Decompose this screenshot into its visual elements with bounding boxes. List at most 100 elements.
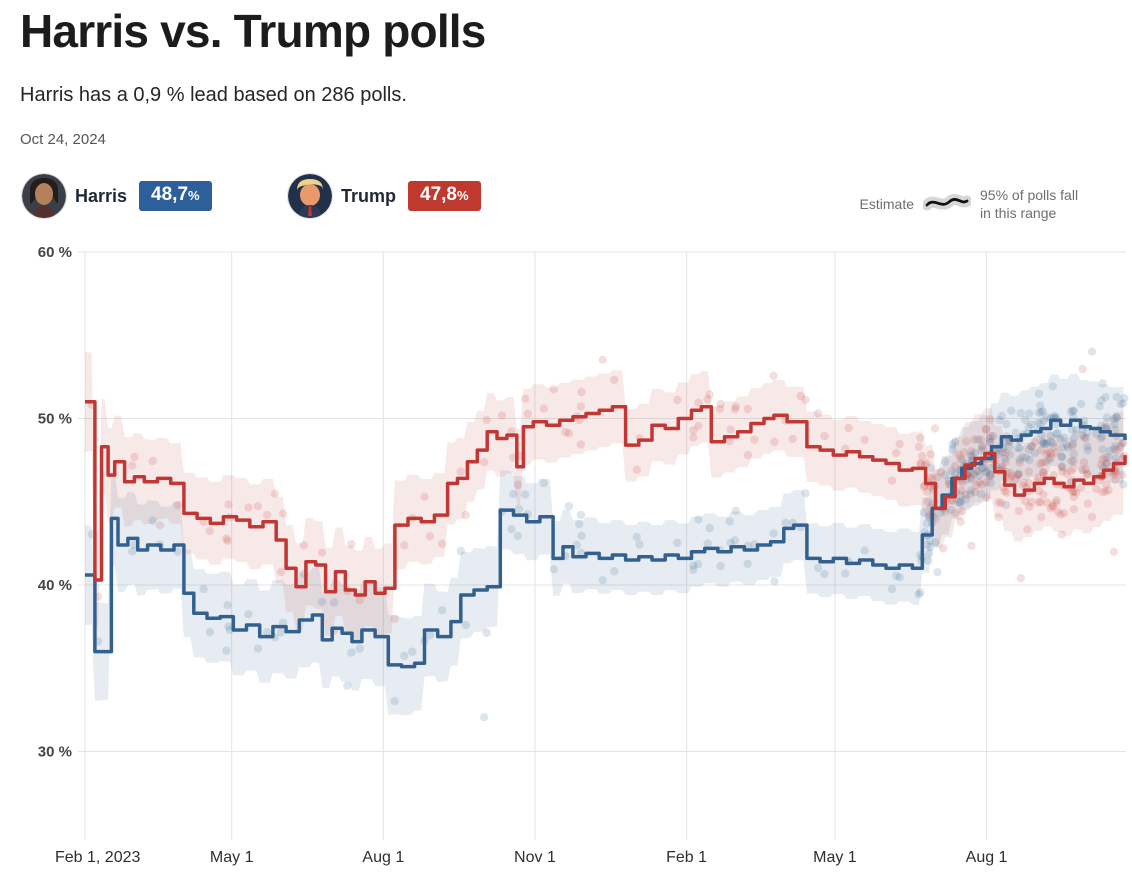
- trend-lines[interactable]: [85, 400, 1127, 669]
- trump-poll-dot: [967, 446, 976, 456]
- harris-poll-dot: [148, 516, 157, 525]
- trump-poll-dot: [1051, 448, 1061, 457]
- trump-poll-dot: [539, 404, 548, 413]
- harris-poll-dot: [199, 584, 208, 594]
- trump-poll-dot: [480, 458, 489, 467]
- x-tick-label: Nov 1: [514, 849, 556, 866]
- gridlines: [78, 251, 1126, 840]
- harris-poll-dot: [892, 571, 901, 580]
- trump-poll-dot: [1046, 504, 1055, 513]
- trump-poll-dot: [437, 539, 447, 548]
- harris-trend-line[interactable]: [85, 418, 1127, 669]
- trump-poll-dot: [1109, 547, 1119, 557]
- harris-poll-dot: [1111, 441, 1120, 451]
- harris-poll-dot: [509, 489, 518, 499]
- trump-poll-dot: [917, 459, 926, 468]
- harris-poll-dot: [576, 510, 586, 520]
- trump-poll-dot: [936, 467, 945, 477]
- trump-poll-dot: [1104, 486, 1113, 495]
- trump-poll-dot: [1062, 469, 1071, 478]
- trump-poll-dot: [1044, 447, 1054, 456]
- trump-poll-dot: [1059, 509, 1069, 518]
- trump-poll-dot: [1057, 530, 1067, 539]
- trump-poll-dot: [1042, 449, 1051, 458]
- trump-poll-dot: [966, 468, 976, 478]
- poll-chart[interactable]: Feb 1, 2023 May 1 Aug 1 Nov 1 Feb 1 May 1 Aug …: [0, 240, 1132, 873]
- trump-poll-dot: [796, 391, 805, 401]
- harris-poll-dot: [1098, 445, 1107, 454]
- trump-poll-dot: [673, 395, 682, 405]
- trump-poll-dot: [689, 433, 698, 442]
- harris-poll-dot: [1109, 414, 1119, 423]
- trump-poll-dot: [1035, 459, 1045, 469]
- trump-poll-dot: [1069, 464, 1078, 473]
- harris-poll-dot: [985, 434, 994, 443]
- trump-poll-dot: [1097, 460, 1106, 469]
- trump-poll-dot: [1027, 497, 1036, 507]
- trump-poll-dot: [958, 506, 967, 516]
- harris-poll-dot: [956, 491, 965, 500]
- harris-poll-dot: [970, 448, 980, 457]
- trump-poll-dot: [769, 371, 778, 380]
- harris-poll-dot: [1069, 439, 1078, 448]
- harris-poll-dot: [730, 536, 740, 545]
- harris-poll-dot: [841, 569, 850, 578]
- harris-poll-dot: [253, 644, 263, 653]
- harris-poll-dot: [1038, 437, 1047, 446]
- trump-poll-dot: [926, 450, 935, 459]
- harris-poll-dot: [1005, 450, 1015, 459]
- harris-poll-dot: [521, 490, 530, 499]
- harris-poll-dot: [347, 648, 356, 657]
- trump-poll-dot: [996, 498, 1006, 508]
- harris-poll-dot: [956, 498, 965, 508]
- harris-poll-dot: [978, 463, 987, 473]
- harris-poll-dot: [564, 501, 574, 511]
- trump-poll-dot: [1101, 487, 1110, 496]
- harris-poll-dot: [1095, 402, 1104, 411]
- trump-poll-dot: [703, 395, 712, 404]
- harris-poll-dot: [1027, 442, 1036, 451]
- harris-poll-dot: [390, 697, 399, 706]
- trump-poll-dot: [956, 454, 965, 463]
- trump-poll-dot: [730, 405, 740, 414]
- trump-poll-dot: [456, 467, 465, 476]
- trump-trend-line[interactable]: [85, 400, 1127, 597]
- trump-avatar: [288, 174, 332, 218]
- harris-poll-dot: [982, 467, 991, 476]
- trump-poll-dot: [1102, 459, 1111, 468]
- harris-poll-dot: [689, 565, 698, 574]
- trump-poll-dot: [914, 442, 923, 451]
- trump-poll-dot: [577, 387, 586, 397]
- trump-poll-dot: [1078, 364, 1087, 374]
- range-band-label-line1: 95% of polls fall: [980, 187, 1079, 203]
- trump-poll-dot: [948, 496, 957, 505]
- harris-poll-dot: [1053, 428, 1062, 438]
- harris-poll-dot: [986, 478, 995, 488]
- trump-poll-dot: [317, 548, 327, 557]
- trump-poll-dot: [978, 443, 987, 453]
- harris-poll-dot: [977, 441, 987, 451]
- harris-poll-dot: [1001, 437, 1010, 446]
- trump-poll-dot: [986, 415, 995, 424]
- harris-poll-dot: [1024, 445, 1034, 454]
- as-of-date: Oct 24, 2024: [20, 131, 106, 148]
- harris-poll-dot: [1052, 420, 1061, 429]
- legend-item-harris: Harris 48,7%: [22, 174, 212, 218]
- harris-poll-dot: [966, 450, 976, 459]
- trump-poll-dot: [975, 478, 984, 487]
- harris-poll-dot: [1110, 419, 1119, 429]
- trump-poll-dot: [262, 510, 272, 520]
- trump-poll-dot: [1083, 470, 1092, 479]
- trump-poll-dot: [276, 567, 286, 577]
- harris-poll-dot: [914, 590, 923, 599]
- trump-poll-dot: [222, 534, 231, 543]
- trump-poll-dot: [813, 409, 823, 418]
- trump-poll-dot: [982, 477, 991, 487]
- harris-poll-dot: [976, 489, 986, 499]
- harris-poll-dot: [916, 588, 925, 597]
- trump-poll-dot: [1058, 467, 1067, 476]
- trump-name: Trump: [341, 185, 397, 206]
- harris-poll-dot: [1007, 406, 1016, 415]
- poll-chart-canvas[interactable]: Feb 1, 2023 May 1 Aug 1 Nov 1 Feb 1 May 1 Aug …: [0, 240, 1132, 873]
- harris-poll-dot: [1069, 406, 1079, 416]
